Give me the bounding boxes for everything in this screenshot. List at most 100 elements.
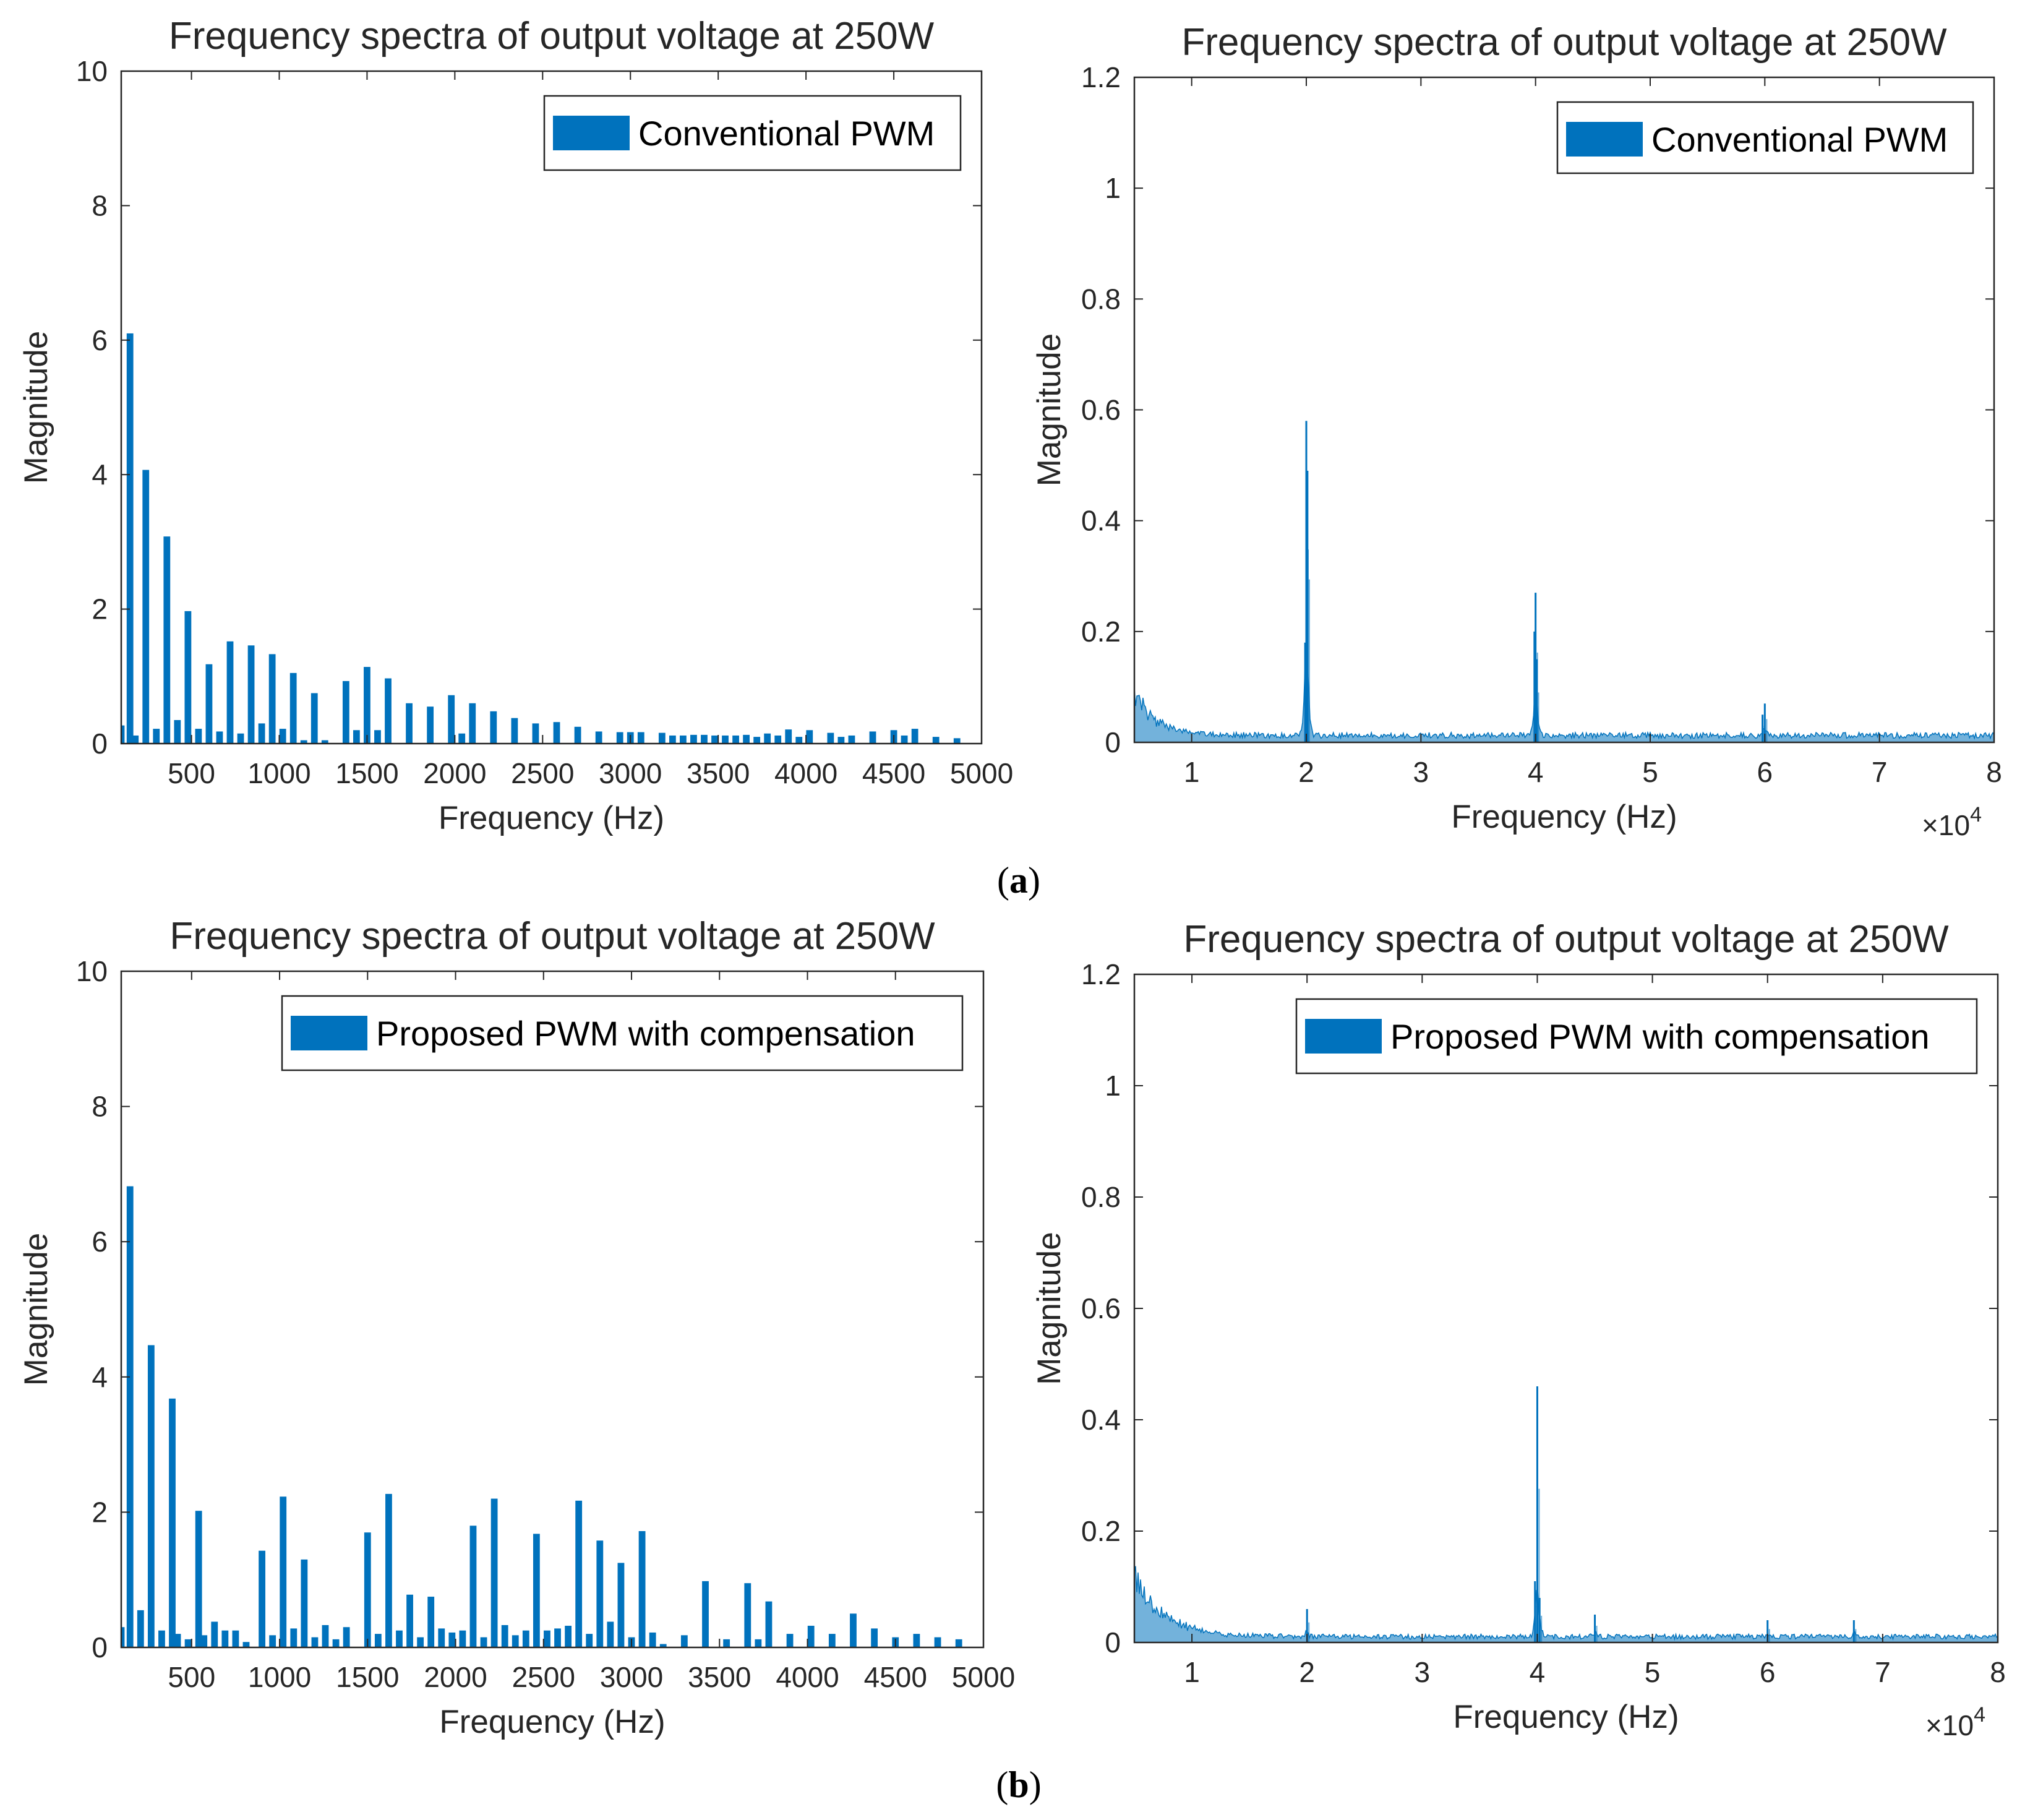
data-bar [680,735,687,744]
data-bar [342,680,349,744]
data-bar [142,470,150,744]
x-exponent-base: ×10 [1922,809,1970,841]
y-tick-label: 0 [92,1631,108,1663]
data-bar [795,737,803,744]
x-tick-label: 2000 [423,757,486,789]
data-bar [137,1610,144,1647]
chart-panel-a-right: 1 2 3 4 5 6 7 8 0 0.2 0.4 0.6 0.8 1 1.2 Frequency spect… [1031,21,2002,841]
data-series [121,333,961,744]
data-bar [544,1630,550,1647]
legend-swatch [1305,1019,1382,1054]
data-bar [743,734,750,744]
x-exponent-label: ×104 [1925,1703,1985,1741]
data-bar [827,732,834,744]
data-bar [711,735,718,744]
plot-area [1134,974,1998,1642]
y-axis-label: Magnitude [1031,333,1068,487]
x-tick-label: 4 [1530,1656,1546,1688]
data-bar [364,1532,371,1647]
data-bar [723,1639,730,1647]
x-tick-label: 3 [1415,1656,1431,1688]
caption-b-letter: b [1008,1764,1029,1805]
y-tick-label: 4 [92,458,108,491]
data-bar [774,735,782,744]
data-bar [480,1637,487,1647]
data-bar [158,1630,165,1647]
legend: Proposed PWM with compensation [281,995,964,1071]
data-bar [147,1345,155,1647]
x-tick-label: 500 [168,757,215,789]
x-tick-label: 1 [1184,756,1200,788]
y-tick-label: 0.2 [1081,1515,1121,1547]
x-tick-label: 1000 [248,1661,311,1693]
data-bar [586,1634,593,1647]
data-bar [658,732,666,744]
x-tick-label: 2500 [512,1661,575,1693]
data-bar [221,1630,229,1647]
x-tick-label: 4000 [774,757,837,789]
x-tick-label: 5000 [952,1661,1015,1693]
data-bar [200,1635,208,1647]
data-bar [417,1637,424,1647]
data-bar [607,1621,614,1647]
y-tick-label: 1.2 [1081,61,1121,93]
plot-area [121,71,982,744]
data-bar [269,1635,276,1647]
legend: Proposed PWM with compensation [1295,998,1978,1075]
legend-label: Proposed PWM with compensation [376,1014,915,1053]
y-tick-label: 10 [76,55,108,87]
y-tick-label: 0.4 [1081,1404,1121,1436]
axes-frame [1133,973,1999,1644]
data-bar [753,737,761,744]
data-bar [195,729,202,744]
data-bar [934,1637,941,1647]
data-bar [680,1635,688,1647]
data-bar [575,1500,583,1647]
x-tick-label: 4500 [862,757,925,789]
data-bar [512,1635,519,1647]
data-bar [669,735,676,744]
data-bar [438,1628,445,1647]
data-bar [501,1625,508,1647]
data-bar [913,1634,920,1647]
data-bar [869,731,876,744]
data-bar [848,735,855,744]
data-bar [732,735,739,744]
axes-frame [120,970,985,1649]
x-axis-label: Frequency (Hz) [1453,1699,1679,1735]
data-bar [259,1550,265,1647]
data-bar [374,1634,382,1647]
chart-panel-b-right: 1 2 3 4 5 6 7 8 0 0.2 0.4 0.6 0.8 1 1.2 Frequency spect… [1031,918,2006,1741]
data-bar [755,1639,762,1647]
data-bar [807,1626,815,1647]
data-bar [469,1526,477,1647]
data-bar [786,1634,794,1647]
data-bar [459,1630,466,1647]
x-tick-label: 4500 [864,1661,927,1693]
data-bar [343,1627,350,1647]
y-tick-label: 0.6 [1081,394,1121,426]
x-tick-label: 5000 [950,757,1013,789]
y-axis-label: Magnitude [1031,1232,1068,1385]
data-bar [126,1186,134,1647]
data-bar [932,737,940,744]
legend-label: Proposed PWM with compensation [1390,1017,1930,1056]
x-tick-label: 8 [1986,756,2002,788]
data-bar [290,1628,298,1647]
data-bar [722,735,729,744]
data-bar [469,703,476,744]
axes-frame [1133,76,1995,744]
data-bar [522,1630,529,1647]
data-bar [364,667,370,744]
data-bar [828,1634,836,1647]
y-tick-label: 0 [92,728,108,760]
data-bar [806,730,813,744]
x-axis-label: Frequency (Hz) [1451,799,1677,835]
x-exponent-power: 4 [1970,803,1982,826]
x-tick-label: 6 [1760,1656,1776,1688]
data-bar [126,333,134,744]
data-bar [701,734,708,744]
data-bar [322,1625,329,1647]
x-tick-label: 1000 [247,757,310,789]
